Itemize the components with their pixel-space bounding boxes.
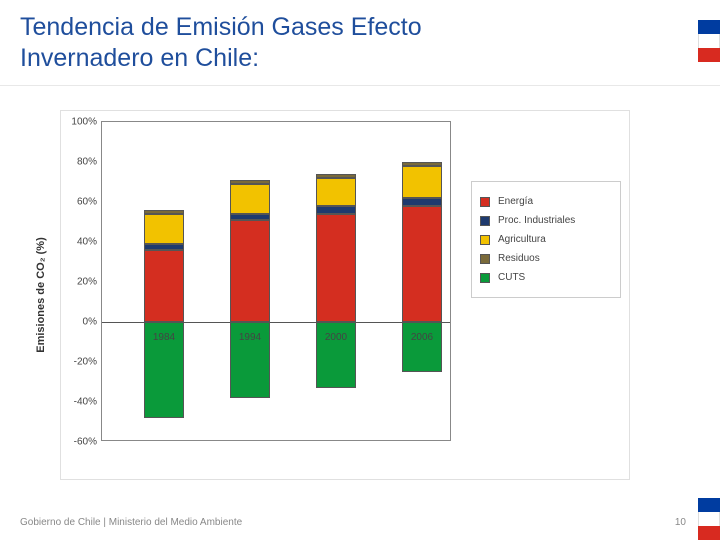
legend-swatch-icon [480, 235, 490, 245]
bar-segment [144, 244, 184, 250]
bar-group [402, 122, 442, 440]
title-line-2: Invernadero en Chile: [20, 44, 259, 72]
flag-stripe-white [698, 512, 720, 526]
bar-segment [316, 214, 356, 322]
x-tick-label: 1994 [239, 332, 261, 343]
legend-label: Agricultura [498, 234, 546, 245]
footer-text: Gobierno de Chile | Ministerio del Medio… [20, 517, 242, 528]
page-number: 10 [675, 517, 686, 528]
legend-item: Residuos [480, 253, 612, 264]
y-tick-label: 20% [77, 277, 97, 288]
legend-item: Energía [480, 196, 612, 207]
bar-segment [316, 206, 356, 214]
legend-item: CUTS [480, 272, 612, 283]
title-divider [0, 85, 720, 86]
bar-segment [144, 214, 184, 244]
bar-segment [230, 214, 270, 220]
bar-segment [402, 206, 442, 322]
bar-group [144, 122, 184, 440]
legend-label: CUTS [498, 272, 525, 283]
chart-container: Emisiones de CO₂ (%) -60%-40%-20%0%20%40… [60, 110, 630, 480]
corner-flag-icon [698, 20, 720, 62]
legend-label: Proc. Industriales [498, 215, 575, 226]
bar-segment [230, 180, 270, 184]
bar-segment [144, 250, 184, 322]
legend-item: Proc. Industriales [480, 215, 612, 226]
slide-title: Tendencia de Emisión Gases Efecto Invern… [0, 0, 720, 75]
bar-segment [402, 162, 442, 166]
bar-segment [316, 178, 356, 206]
bar-segment [402, 198, 442, 206]
bar-segment [230, 220, 270, 322]
bar-segment [402, 322, 442, 372]
flag-stripe-red [698, 526, 720, 540]
legend-swatch-icon [480, 216, 490, 226]
legend-item: Agricultura [480, 234, 612, 245]
flag-stripe-white [698, 34, 720, 48]
flag-stripe-blue [698, 498, 720, 512]
y-tick-label: -60% [74, 437, 97, 448]
y-axis-title: Emisiones de CO₂ (%) [31, 111, 51, 479]
x-tick-label: 2000 [325, 332, 347, 343]
flag-stripe-blue [698, 20, 720, 34]
legend-swatch-icon [480, 273, 490, 283]
footer-flag-icon [698, 498, 720, 540]
bar-group [316, 122, 356, 440]
y-tick-label: 60% [77, 197, 97, 208]
bar-group [230, 122, 270, 440]
title-line-1: Tendencia de Emisión Gases Efecto [20, 13, 422, 41]
chart-legend: Energía Proc. Industriales Agricultura Resi… [471, 181, 621, 298]
y-tick-label: 40% [77, 237, 97, 248]
y-tick-label: -20% [74, 357, 97, 368]
bar-segment [402, 166, 442, 198]
bar-segment [316, 174, 356, 178]
legend-swatch-icon [480, 254, 490, 264]
x-tick-label: 1984 [153, 332, 175, 343]
y-tick-label: 100% [71, 117, 97, 128]
flag-stripe-red [698, 48, 720, 62]
legend-label: Energía [498, 196, 533, 207]
legend-swatch-icon [480, 197, 490, 207]
y-tick-label: 80% [77, 157, 97, 168]
y-tick-label: 0% [83, 317, 97, 328]
y-tick-label: -40% [74, 397, 97, 408]
legend-label: Residuos [498, 253, 540, 264]
x-tick-label: 2006 [411, 332, 433, 343]
chart-plot-area: -60%-40%-20%0%20%40%60%80%100%1984199420… [101, 121, 451, 441]
bar-segment [230, 184, 270, 214]
bar-segment [144, 210, 184, 214]
